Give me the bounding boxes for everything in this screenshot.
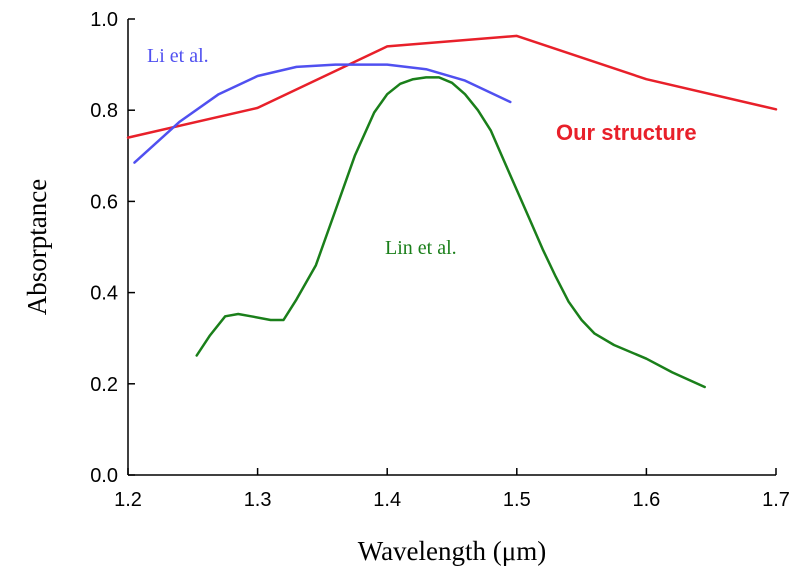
- series-line-li-et-al: [133, 63, 512, 164]
- series-line-lin-et-al: [195, 76, 706, 389]
- x-tick-label: 1.2: [114, 489, 142, 511]
- series-label-our-structure: Our structure: [556, 120, 697, 145]
- series-label-li-et-al: Li et al.: [147, 45, 209, 67]
- y-tick-label: 1.0: [90, 9, 118, 31]
- axes: 0.0 0.2 0.4 0.6 0.8 1.0 1.2 1.3 1.4 1.5 1.6 1.7: [90, 9, 790, 511]
- series-label-lin-et-al: Lin et al.: [385, 237, 457, 259]
- y-tick-label: 0.6: [90, 191, 118, 213]
- series-line-our-structure: [126, 34, 778, 139]
- y-tick-label: 0.2: [90, 374, 118, 396]
- x-tick-label: 1.7: [762, 489, 790, 511]
- y-axis-title: Absorptance: [22, 179, 52, 315]
- x-tick-label: 1.6: [632, 489, 660, 511]
- series-layer: [126, 34, 778, 389]
- x-tick-label: 1.4: [373, 489, 401, 511]
- x-tick-label: 1.3: [244, 489, 272, 511]
- y-tick-label: 0.0: [90, 465, 118, 487]
- y-tick-label: 0.4: [90, 283, 118, 305]
- x-tick-label: 1.5: [503, 489, 531, 511]
- x-axis-title: Wavelength (μm): [358, 536, 547, 566]
- labels-layer: Wavelength (μm) Absorptance Our structur…: [22, 45, 697, 566]
- y-tick-label: 0.8: [90, 100, 118, 122]
